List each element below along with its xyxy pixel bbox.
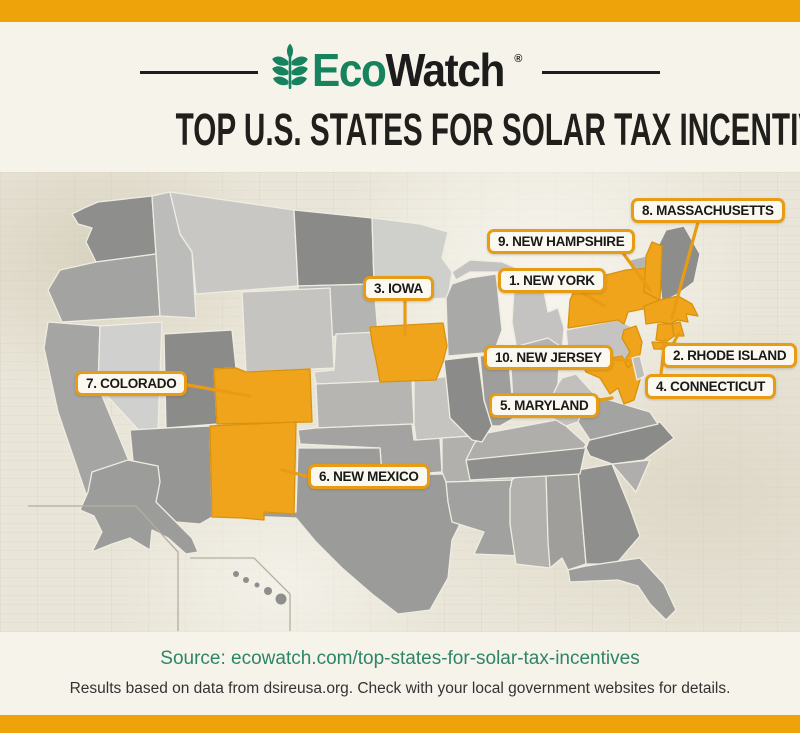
label-new-jersey: 10. NEW JERSEY: [484, 345, 613, 370]
state-oregon: [47, 253, 161, 323]
state-new-hampshire: [643, 241, 663, 301]
state-massachusetts: [643, 295, 699, 325]
inset-border-hawaii: [190, 557, 291, 631]
state-oklahoma: [297, 423, 443, 477]
state-colorado: [213, 367, 313, 425]
state-alaska: [79, 459, 199, 555]
state-wisconsin: [445, 273, 503, 357]
logo-left-rule: [139, 71, 258, 74]
top-accent-bar: [0, 0, 800, 22]
us-map: [28, 191, 701, 631]
state-connecticut: [655, 323, 675, 343]
state-iowa: [369, 322, 448, 383]
logo-text-eco: Eco: [311, 44, 387, 96]
ecowatch-logo: EcoWatch ®: [271, 42, 529, 96]
state-mississippi: [509, 473, 551, 569]
states-layer: [43, 191, 701, 621]
state-illinois: [443, 355, 493, 443]
footer: Source: ecowatch.com/top-states-for-sola…: [0, 632, 800, 715]
label-rhode-island: 2. RHODE ISLAND: [662, 343, 798, 368]
disclaimer-text: Results based on data from dsireusa.org.…: [69, 680, 731, 697]
source-text: Source: ecowatch.com/top-states-for-sola…: [160, 648, 640, 669]
label-new-hampshire: 9. NEW HAMPSHIRE: [487, 229, 636, 254]
logo-row: EcoWatch ®: [0, 22, 800, 93]
state-washington: [71, 195, 157, 263]
inset-border-alaska: [28, 505, 179, 631]
state-hawaii: [233, 571, 287, 605]
label-new-york: 1. NEW YORK: [498, 268, 606, 293]
state-north-dakota: [293, 209, 375, 287]
label-connecticut: 4. CONNECTICUT: [645, 374, 777, 399]
logo-text-watch: Watch: [385, 44, 505, 96]
label-massachusetts: 8. MASSACHUSETTS: [631, 198, 785, 223]
connector-colorado: [180, 382, 252, 398]
state-new-mexico: [209, 421, 297, 521]
state-delaware: [631, 355, 646, 381]
connector-massachusetts: [670, 220, 700, 320]
leaf-icon: [271, 42, 308, 93]
state-kansas: [315, 379, 415, 429]
map-area: 1. NEW YORK 2. RHODE ISLAND 3. IOWA 4. C…: [0, 172, 800, 632]
registered-mark: ®: [514, 53, 523, 65]
state-wyoming: [241, 287, 335, 373]
label-maryland: 5. MARYLAND: [489, 393, 600, 418]
label-iowa: 3. IOWA: [363, 276, 434, 301]
page-title: TOP U.S. STATES FOR SOLAR TAX INCENTIVES: [175, 104, 800, 155]
label-new-mexico: 6. NEW MEXICO: [308, 464, 430, 489]
state-florida: [567, 557, 677, 621]
logo-wordmark: EcoWatch: [311, 44, 505, 96]
connector-rhode-island: [671, 331, 681, 346]
header: EcoWatch ® TOP U.S. STATES FOR SOLAR TAX …: [0, 22, 800, 172]
label-colorado: 7. COLORADO: [75, 371, 188, 396]
logo-right-rule: [542, 71, 661, 74]
bottom-accent-bar: [0, 715, 800, 733]
